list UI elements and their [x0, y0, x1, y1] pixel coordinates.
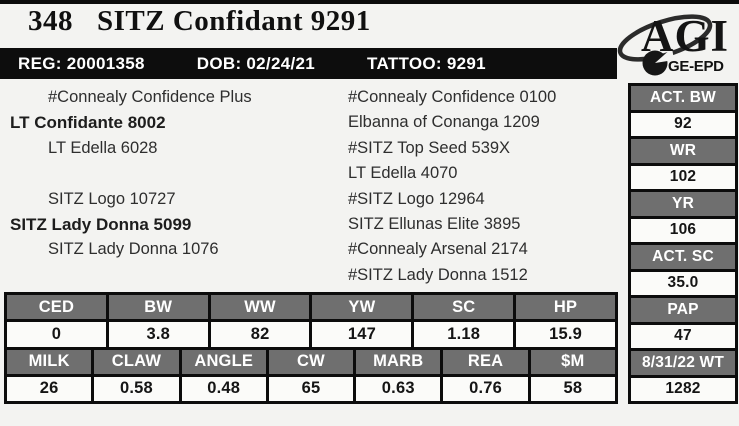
epd-header-row-1: CED BW WW YW SC HP [7, 295, 615, 320]
registration-bar: REG: 20001358 DOB: 02/24/21 TATTOO: 9291 [0, 48, 617, 79]
great-grandparent-line: Elbanna of Conanga 1209 [348, 113, 540, 131]
performance-value-cell: 92 [631, 112, 735, 136]
sire-granddam: LT Edella 6028 [48, 139, 158, 157]
epd-value-cell: 3.8 [108, 322, 208, 347]
epd-header-cell: $M [530, 349, 615, 374]
epd-value-cell: 1.18 [414, 322, 514, 347]
sire-grandsire: #Connealy Confidence Plus [48, 88, 252, 106]
performance-header-cell: ACT. SC [631, 245, 735, 269]
epd-value-cell: 65 [268, 376, 354, 401]
agi-logo: AGI GE-EPD [615, 2, 739, 82]
agi-swoosh-icon [617, 14, 713, 76]
performance-header-cell: WR [631, 139, 735, 163]
epd-header-cell: REA [443, 349, 528, 374]
dob-field: DOB: 02/24/21 [196, 53, 316, 73]
epd-header-cell: YW [312, 295, 412, 320]
epd-value-cell: 0 [7, 322, 106, 347]
epd-header-cell: MARB [356, 349, 441, 374]
epd-header-cell: ANGLE [181, 349, 266, 374]
epd-value-row-2: 26 0.58 0.48 65 0.63 0.76 58 [7, 376, 615, 401]
performance-value-cell: 106 [631, 218, 735, 242]
performance-header-cell: ACT. BW [631, 86, 735, 110]
epd-value-cell: 26 [7, 376, 92, 401]
performance-value-cell: 102 [631, 165, 735, 189]
performance-header-cell: PAP [631, 298, 735, 322]
lot-number: 348 [28, 5, 73, 37]
epd-value-cell: 58 [530, 376, 615, 401]
performance-table: ACT. BW 92 WR 102 YR 106 ACT. SC 35.0 PA… [628, 83, 738, 404]
epd-value-cell: 0.63 [356, 376, 441, 401]
animal-name: SITZ Confidant 9291 [97, 5, 371, 37]
page-title: 348 SITZ Confidant 9291 [28, 5, 371, 38]
epd-header-cell: CLAW [94, 349, 179, 374]
ge-epd-text: GE-EPD [668, 58, 724, 75]
performance-value-cell: 47 [631, 324, 735, 348]
performance-value-cell: 35.0 [631, 271, 735, 295]
epd-header-row-2: MILK CLAW ANGLE CW MARB REA $M [7, 349, 615, 374]
epd-value-cell: 15.9 [516, 322, 615, 347]
epd-value-row-1: 0 3.8 82 147 1.18 15.9 [7, 322, 615, 347]
great-grandparent-line: #Connealy Confidence 0100 [348, 88, 557, 106]
epd-value-cell: 0.76 [443, 376, 528, 401]
great-grandparent-line: #Connealy Arsenal 2174 [348, 240, 528, 258]
epd-value-cell: 0.48 [181, 376, 266, 401]
dam-grandsire: SITZ Logo 10727 [48, 190, 176, 208]
great-grandparent-line: #SITZ Lady Donna 1512 [348, 266, 528, 284]
agi-brand-text: AGI [641, 11, 730, 61]
performance-value-cell: 1282 [631, 377, 735, 401]
epd-value-cell: 0.58 [94, 376, 179, 401]
epd-header-cell: HP [516, 295, 615, 320]
epd-header-cell: SC [414, 295, 514, 320]
dam-name: SITZ Lady Donna 5099 [10, 215, 192, 234]
epd-header-cell: MILK [7, 349, 92, 374]
reg-field: REG: 20001358 [18, 53, 145, 73]
epd-header-cell: CW [268, 349, 354, 374]
tattoo-field: TATTOO: 9291 [367, 53, 486, 73]
performance-header-cell: YR [631, 192, 735, 216]
epd-header-cell: WW [210, 295, 310, 320]
great-grandparent-line: SITZ Ellunas Elite 3895 [348, 215, 521, 233]
dam-granddam: SITZ Lady Donna 1076 [48, 240, 219, 258]
epd-table: CED BW WW YW SC HP 0 3.8 82 147 1.18 15.… [4, 292, 618, 404]
performance-header-cell: 8/31/22 WT [631, 351, 735, 375]
great-grandparent-line: #SITZ Logo 12964 [348, 190, 485, 208]
epd-header-cell: CED [7, 295, 106, 320]
epd-value-cell: 147 [312, 322, 412, 347]
sire-name: LT Confidante 8002 [10, 113, 166, 132]
great-grandparent-line: LT Edella 4070 [348, 164, 458, 182]
epd-header-cell: BW [108, 295, 208, 320]
epd-value-cell: 82 [210, 322, 310, 347]
great-grandparent-line: #SITZ Top Seed 539X [348, 139, 511, 157]
top-rule [0, 0, 739, 4]
